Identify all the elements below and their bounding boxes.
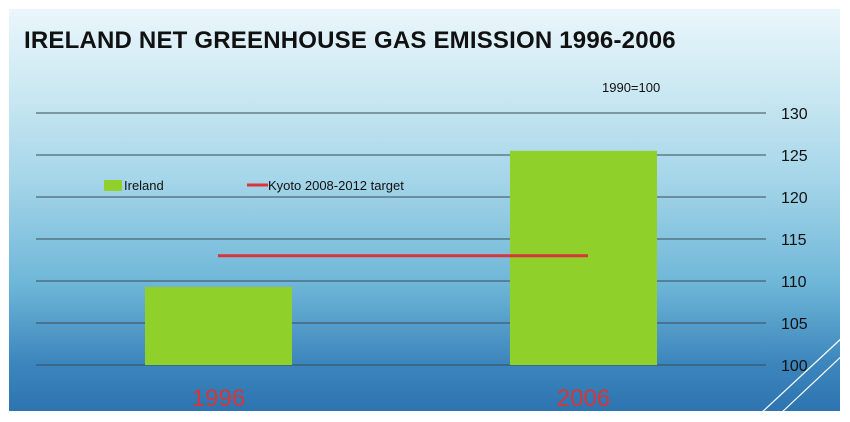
y-tick-label: 110 [781, 274, 807, 291]
bar-1996 [145, 286, 292, 365]
decoration-line [779, 351, 847, 415]
decoration-line [759, 335, 845, 415]
bars [145, 150, 657, 365]
legend: Ireland Kyoto 2008-2012 target [104, 178, 404, 193]
index-note: 1990=100 [602, 80, 661, 95]
chart-title: IRELAND NET GREENHOUSE GAS EMISSION 1996… [24, 27, 676, 54]
legend-label-kyoto: Kyoto 2008-2012 target [268, 178, 404, 193]
category-label-1996: 1996 [192, 385, 245, 412]
bar-2006 [510, 150, 657, 365]
y-tick-label: 120 [781, 190, 808, 207]
y-tick-label: 125 [781, 148, 808, 165]
legend-swatch-ireland [104, 180, 122, 191]
legend-label-ireland: Ireland [124, 178, 164, 193]
y-tick-label: 105 [781, 316, 808, 333]
category-labels: 1996 2006 [192, 385, 610, 412]
y-tick-label: 130 [781, 106, 808, 123]
y-axis-tick-labels: 100 105 110 115 120 125 130 [781, 106, 808, 375]
y-tick-label: 115 [781, 232, 807, 249]
category-label-2006: 2006 [557, 385, 610, 412]
y-tick-label: 100 [781, 358, 808, 375]
